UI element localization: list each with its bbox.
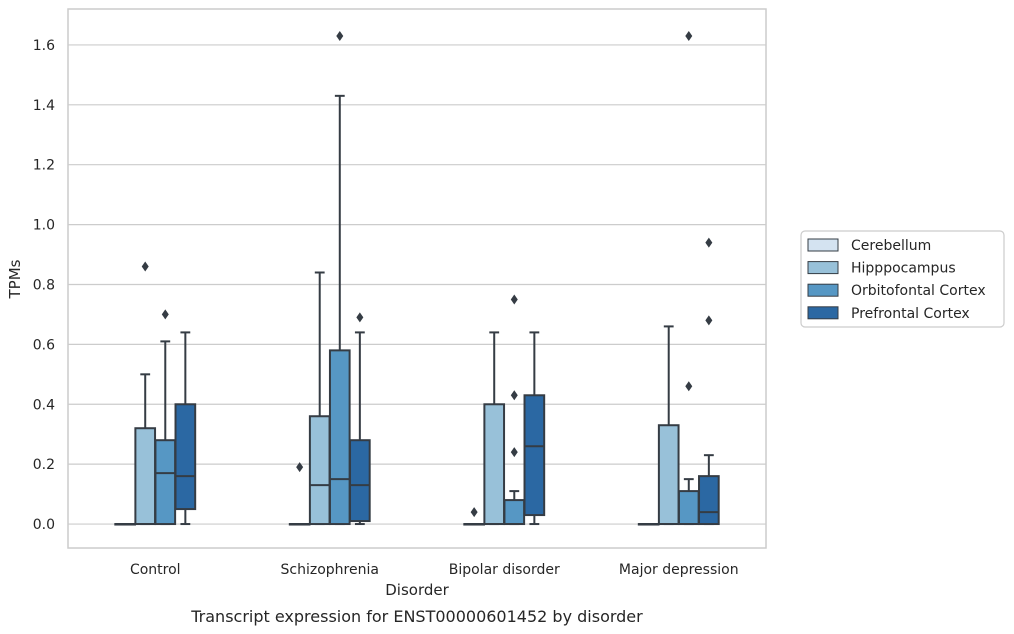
y-tick-label: 1.0 [33,218,55,234]
legend: Cerebellum Hipppocampus Orbitofontal Corte… [800,230,1005,328]
plot-marks [114,30,720,526]
x-axis-label: Disorder [385,581,449,599]
box-hipppocampus [134,261,157,526]
outlier-point [141,261,149,272]
box-body [677,490,700,526]
box-body [657,424,680,526]
box-prefrontal-cortex [174,331,197,526]
outlier-point [510,294,518,305]
x-axis-ticks: Control Schizophrenia Bipolar disorder Majo… [130,562,739,578]
y-tick-label: 0.2 [33,457,55,473]
y-tick-label: 0.0 [33,517,55,533]
outlier-point [685,381,693,392]
legend-label: Orbitofontal Cortex [851,283,986,299]
legend-swatch [807,283,839,297]
plot-frame [67,8,767,549]
box-body [134,427,157,526]
outlier-point [470,507,478,518]
box-body [174,403,197,511]
box-orbitofontal-cortex [677,30,700,526]
legend-label: Prefrontal Cortex [851,306,970,322]
box-body [349,439,371,523]
box-body [154,439,177,526]
outlier-point [356,312,364,323]
box-hipppocampus [657,325,680,526]
box-cerebellum [463,507,485,526]
box-cerebellum [637,523,660,526]
legend-frame [800,230,1005,328]
legend-label: Cerebellum [851,238,931,254]
box-body [503,499,526,526]
chart-title: Transcript expression for ENST0000060145… [190,607,643,626]
box-body [328,349,351,526]
x-tick-label: Control [130,562,181,578]
outlier-point [685,30,693,41]
box-body [698,475,720,526]
y-axis-ticks: 0.0 0.2 0.4 0.6 0.8 1.0 1.2 1.4 1.6 [33,38,55,533]
box-orbitofontal-cortex [328,30,351,526]
box-prefrontal-cortex [349,312,371,526]
box-hipppocampus [483,331,506,526]
y-tick-label: 0.8 [33,277,55,293]
y-tick-label: 0.6 [33,337,55,353]
y-tick-label: 1.4 [33,98,55,114]
box-body [523,394,546,517]
box-cerebellum [288,462,311,526]
outlier-point [161,309,169,320]
legend-swatch [807,261,839,275]
box-body [308,415,331,526]
box-body [483,403,506,526]
x-tick-label: Schizophrenia [281,562,379,578]
x-tick-label: Bipolar disorder [449,562,560,578]
outlier-point [705,237,713,248]
legend-swatch [807,238,839,252]
box-prefrontal-cortex [698,237,720,526]
outlier-point [705,315,713,326]
outlier-point [510,447,518,458]
y-tick-label: 0.4 [33,397,55,413]
y-axis-label: TPMs [6,259,24,299]
outlier-point [336,30,344,41]
box-cerebellum [114,523,136,526]
y-tick-label: 1.6 [33,38,55,54]
outlier-point [296,462,304,473]
legend-label: Hipppocampus [851,261,956,277]
outlier-point [510,390,518,401]
box-hipppocampus [308,271,331,526]
y-tick-label: 1.2 [33,158,55,174]
legend-swatch [807,306,839,320]
box-prefrontal-cortex [523,331,546,526]
x-tick-label: Major depression [619,562,739,578]
box-orbitofontal-cortex [154,309,177,526]
box-orbitofontal-cortex [503,294,526,526]
